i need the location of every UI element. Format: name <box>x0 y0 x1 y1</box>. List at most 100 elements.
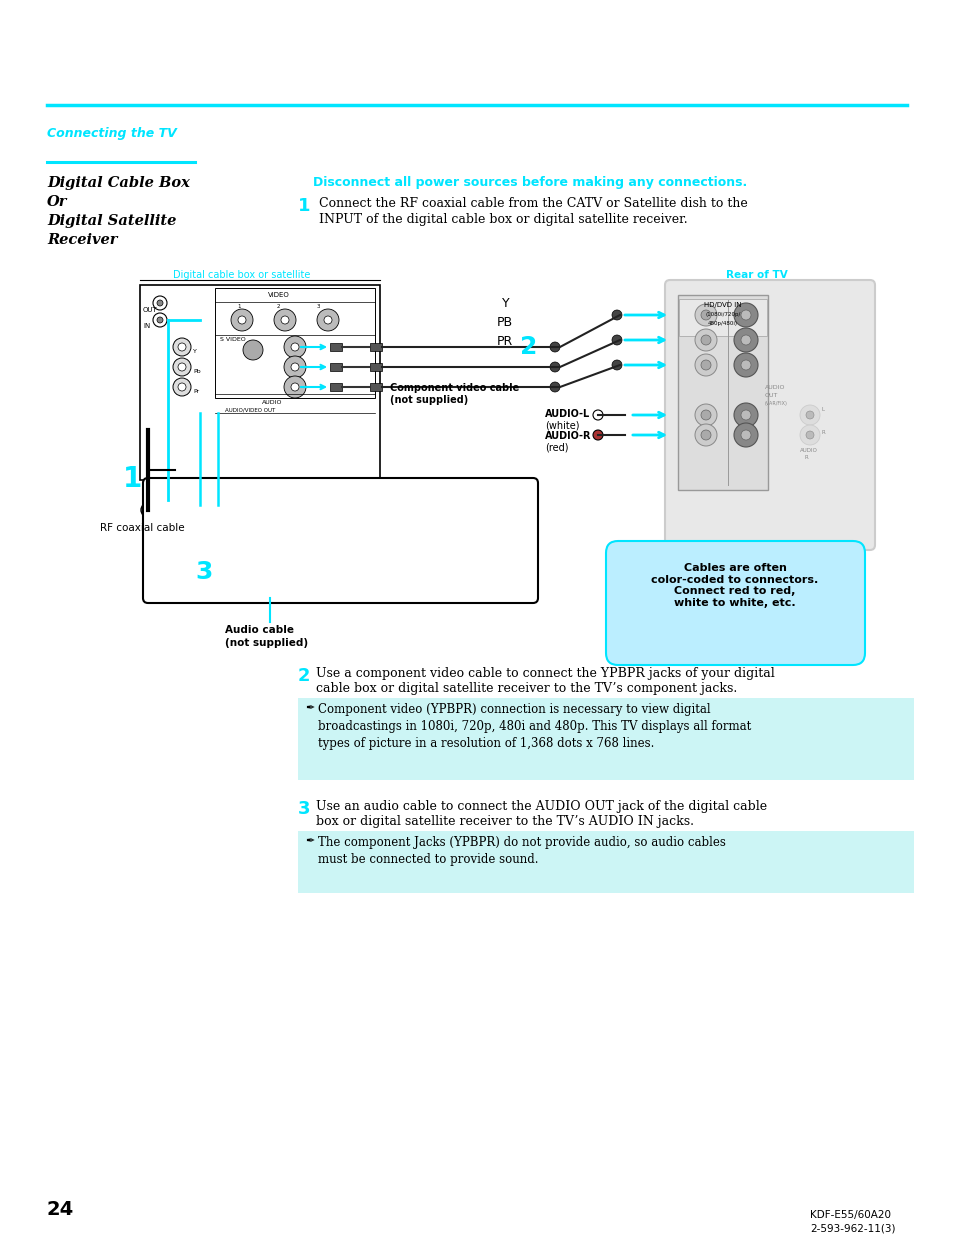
Circle shape <box>733 303 758 327</box>
Circle shape <box>145 508 151 513</box>
Text: AUDIO-R: AUDIO-R <box>544 431 591 441</box>
Circle shape <box>733 403 758 427</box>
Circle shape <box>695 404 717 426</box>
Text: 2: 2 <box>276 304 280 309</box>
Text: 1: 1 <box>297 198 310 215</box>
Text: KDF-E55/60A20: KDF-E55/60A20 <box>809 1210 890 1220</box>
Circle shape <box>550 382 559 391</box>
Text: AUDIO: AUDIO <box>800 448 817 453</box>
Circle shape <box>593 430 602 440</box>
Circle shape <box>695 304 717 326</box>
Circle shape <box>213 500 223 510</box>
Text: Pb: Pb <box>193 368 200 373</box>
Circle shape <box>805 431 813 438</box>
Circle shape <box>733 329 758 352</box>
Circle shape <box>700 335 710 345</box>
Text: 2: 2 <box>297 667 310 685</box>
Text: (white): (white) <box>544 420 578 430</box>
Circle shape <box>178 363 186 370</box>
Text: broadcastings in 1080i, 720p, 480i and 480p. This TV displays all format: broadcastings in 1080i, 720p, 480i and 4… <box>317 720 750 734</box>
Circle shape <box>157 317 163 324</box>
Text: R: R <box>821 430 825 435</box>
Circle shape <box>740 410 750 420</box>
Text: Digital cable box or satellite: Digital cable box or satellite <box>172 270 310 280</box>
Bar <box>330 343 341 351</box>
Circle shape <box>612 310 621 320</box>
Text: (not supplied): (not supplied) <box>225 638 308 648</box>
Text: Component video cable: Component video cable <box>390 383 518 393</box>
Text: AUDIO: AUDIO <box>262 400 282 405</box>
Bar <box>330 383 341 391</box>
Text: VIDEO: VIDEO <box>268 291 290 298</box>
Text: 3: 3 <box>316 304 320 309</box>
FancyBboxPatch shape <box>297 698 913 781</box>
Bar <box>370 383 381 391</box>
Text: Digital Satellite: Digital Satellite <box>47 214 176 228</box>
Circle shape <box>291 383 298 391</box>
Circle shape <box>215 503 220 508</box>
Text: Rear of TV: Rear of TV <box>725 270 787 280</box>
Text: AUDIO/VIDEO OUT: AUDIO/VIDEO OUT <box>225 408 275 412</box>
Circle shape <box>316 309 338 331</box>
Text: Or: Or <box>47 195 68 209</box>
Text: Component video (YPBPR) connection is necessary to view digital: Component video (YPBPR) connection is ne… <box>317 703 710 716</box>
Text: 3: 3 <box>297 800 310 818</box>
Text: IN: IN <box>143 324 150 329</box>
Text: (red): (red) <box>544 442 568 452</box>
Text: (not supplied): (not supplied) <box>390 395 468 405</box>
Text: Receiver: Receiver <box>47 233 117 247</box>
Text: 1: 1 <box>123 466 142 493</box>
Text: PR: PR <box>497 335 513 348</box>
Text: INPUT of the digital cable box or digital satellite receiver.: INPUT of the digital cable box or digita… <box>318 212 687 226</box>
Text: OUT: OUT <box>764 393 778 398</box>
FancyBboxPatch shape <box>664 280 874 550</box>
Circle shape <box>700 410 710 420</box>
Circle shape <box>152 312 167 327</box>
Circle shape <box>178 343 186 351</box>
FancyBboxPatch shape <box>605 541 864 664</box>
Circle shape <box>152 296 167 310</box>
Circle shape <box>695 424 717 446</box>
Text: PB: PB <box>497 316 513 329</box>
Text: 3: 3 <box>194 559 213 584</box>
Circle shape <box>237 316 246 324</box>
Circle shape <box>695 354 717 375</box>
Text: types of picture in a resolution of 1,368 dots x 768 lines.: types of picture in a resolution of 1,36… <box>317 737 654 750</box>
Circle shape <box>243 340 263 359</box>
Circle shape <box>141 503 154 517</box>
Text: Connect the RF coaxial cable from the CATV or Satellite dish to the: Connect the RF coaxial cable from the CA… <box>318 198 747 210</box>
Circle shape <box>740 335 750 345</box>
Bar <box>370 343 381 351</box>
Circle shape <box>284 356 306 378</box>
Circle shape <box>284 336 306 358</box>
Circle shape <box>612 359 621 370</box>
Text: Disconnect all power sources before making any connections.: Disconnect all power sources before maki… <box>313 177 746 189</box>
Circle shape <box>700 359 710 370</box>
Text: Y: Y <box>193 348 196 353</box>
Text: Digital Cable Box: Digital Cable Box <box>47 177 190 190</box>
Circle shape <box>550 362 559 372</box>
Text: AUDIO-L: AUDIO-L <box>544 409 590 419</box>
Circle shape <box>593 410 602 420</box>
Text: The component Jacks (YPBPR) do not provide audio, so audio cables: The component Jacks (YPBPR) do not provi… <box>317 836 725 848</box>
Text: must be connected to provide sound.: must be connected to provide sound. <box>317 853 537 866</box>
Circle shape <box>274 309 295 331</box>
Text: Use an audio cable to connect the AUDIO OUT jack of the digital cable: Use an audio cable to connect the AUDIO … <box>315 800 766 813</box>
Text: (1080i/720p/: (1080i/720p/ <box>704 312 740 317</box>
Circle shape <box>733 353 758 377</box>
Circle shape <box>740 359 750 370</box>
FancyBboxPatch shape <box>297 831 913 893</box>
Circle shape <box>550 342 559 352</box>
Text: RF coaxial cable: RF coaxial cable <box>100 522 185 534</box>
Text: 480p/480i): 480p/480i) <box>707 321 738 326</box>
Text: ✒: ✒ <box>305 703 314 713</box>
Text: box or digital satellite receiver to the TV’s AUDIO IN jacks.: box or digital satellite receiver to the… <box>315 815 693 827</box>
Text: Pr: Pr <box>193 389 199 394</box>
Circle shape <box>194 500 205 510</box>
Text: (VAR/FIX): (VAR/FIX) <box>764 401 787 406</box>
Text: HD/DVD IN: HD/DVD IN <box>703 303 741 308</box>
Text: Audio cable: Audio cable <box>225 625 294 635</box>
Text: Connecting the TV: Connecting the TV <box>47 127 176 140</box>
Circle shape <box>805 411 813 419</box>
Circle shape <box>291 343 298 351</box>
